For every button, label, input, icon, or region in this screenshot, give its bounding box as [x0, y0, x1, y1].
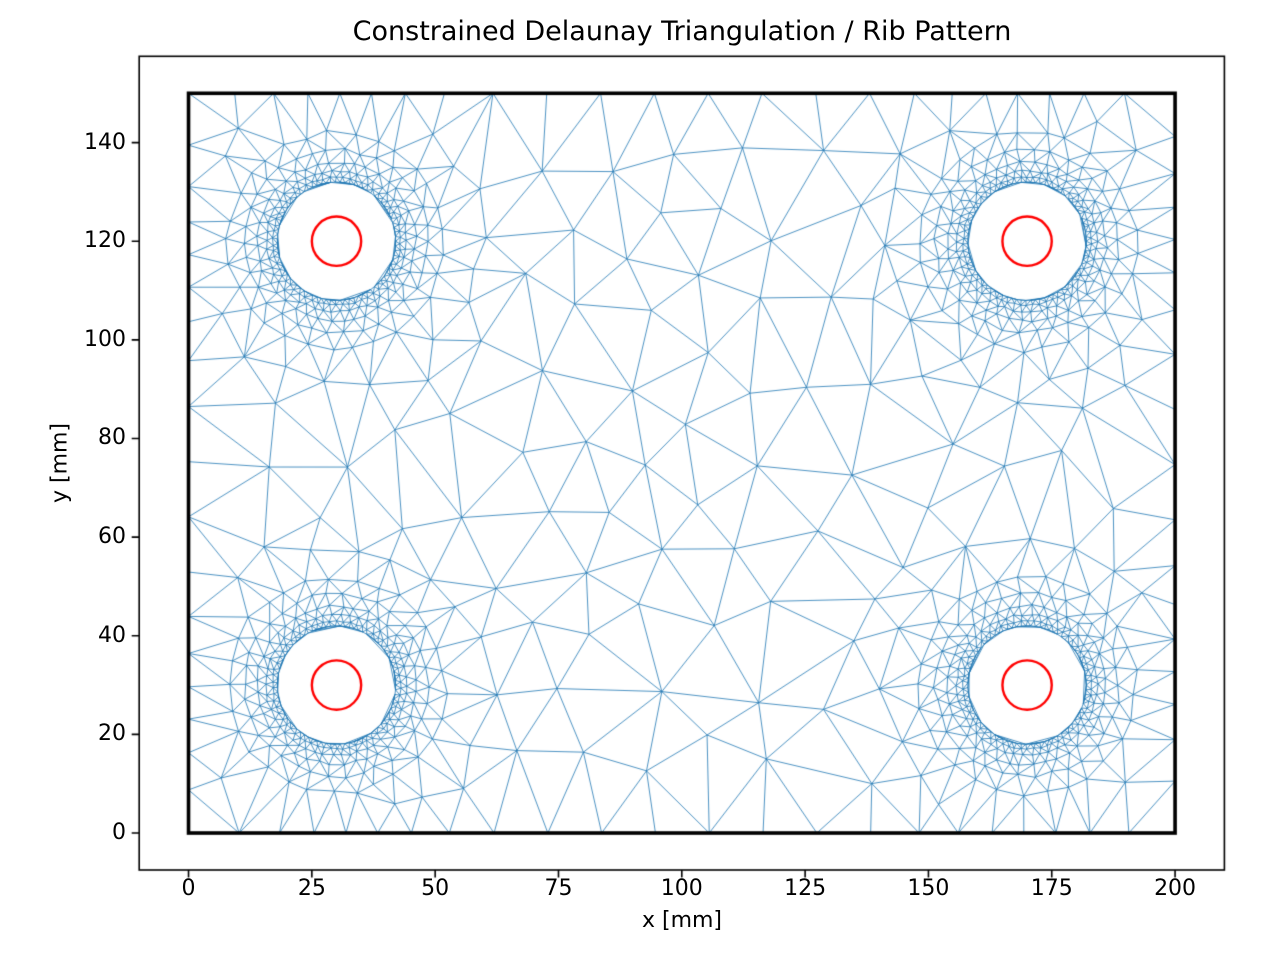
x-tick-label: 25	[297, 876, 326, 901]
y-tick-label: 40	[98, 622, 126, 648]
y-tick-label: 0	[112, 820, 126, 845]
y-tick-label: 60	[98, 524, 126, 550]
x-tick-label: 150	[907, 876, 950, 901]
x-tick-label: 100	[660, 876, 703, 901]
x-tick-label: 50	[421, 876, 450, 901]
x-tick-label: 0	[181, 876, 196, 901]
y-tick-label: 100	[84, 326, 126, 352]
y-tick-label: 140	[84, 129, 126, 155]
x-tick-label: 125	[784, 876, 827, 901]
y-tick-label: 120	[84, 228, 126, 254]
x-tick-label: 75	[544, 876, 573, 901]
plot-title: Constrained Delaunay Triangulation / Rib…	[352, 16, 1012, 47]
x-tick-label: 175	[1030, 876, 1073, 901]
x-axis-label: x [mm]	[641, 908, 723, 933]
y-tick-label: 20	[98, 721, 126, 747]
y-tick-label: 80	[98, 425, 126, 451]
x-tick-label: 200	[1154, 876, 1197, 901]
